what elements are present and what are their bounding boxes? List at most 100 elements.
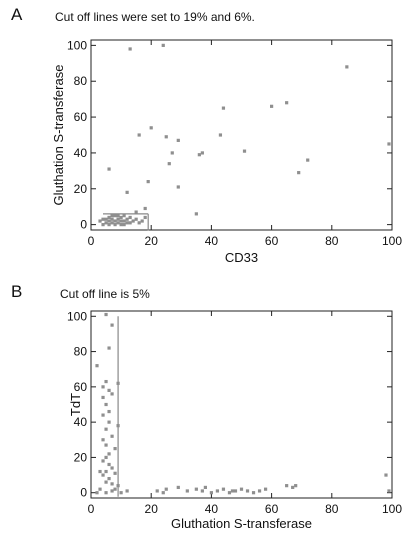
y-tick-label: 60 <box>74 110 88 124</box>
data-point <box>101 385 105 389</box>
data-point <box>113 471 117 475</box>
data-point <box>116 221 120 225</box>
x-tick-label: 100 <box>382 234 402 248</box>
data-point <box>119 491 123 495</box>
y-axis-label: TdT <box>68 393 83 416</box>
data-point <box>119 215 123 220</box>
data-point <box>104 221 108 225</box>
data-point <box>306 158 310 162</box>
data-point <box>113 223 117 227</box>
y-axis-label: Gluthation S-transferase <box>51 65 66 206</box>
data-point <box>107 167 111 171</box>
data-point <box>291 485 295 490</box>
data-point <box>107 420 111 424</box>
data-point <box>194 487 198 491</box>
y-tick-label: 100 <box>67 309 87 323</box>
data-point <box>345 65 349 69</box>
data-point <box>107 409 111 414</box>
data-point <box>137 221 141 225</box>
x-tick-label: 20 <box>145 234 159 248</box>
data-point <box>116 484 120 488</box>
data-point <box>113 219 117 223</box>
data-point <box>239 487 244 491</box>
data-point <box>110 392 114 396</box>
data-point <box>170 151 174 155</box>
data-point <box>176 485 180 490</box>
x-tick-label: 60 <box>265 502 279 516</box>
data-point <box>98 219 102 223</box>
data-point <box>116 214 120 218</box>
data-point <box>98 487 102 491</box>
data-point <box>125 221 129 225</box>
data-point <box>107 215 111 220</box>
data-point <box>101 473 105 477</box>
data-point <box>242 149 247 153</box>
data-point <box>110 323 114 327</box>
data-point <box>128 47 132 51</box>
y-tick-label: 80 <box>74 74 88 88</box>
data-point <box>263 487 268 491</box>
y-tick-label: 40 <box>74 146 88 160</box>
x-axis-label: Gluthation S-transferase <box>171 516 312 531</box>
data-point <box>95 364 99 368</box>
data-point <box>164 487 168 491</box>
data-point <box>107 346 111 350</box>
x-tick-label: 40 <box>205 234 219 248</box>
data-point <box>384 473 388 477</box>
panel-caption-b: Cut off line is 5% <box>60 287 150 301</box>
data-point <box>107 452 111 456</box>
plot-frame <box>90 310 393 499</box>
x-tick-label: 20 <box>145 502 159 516</box>
data-point <box>134 217 138 221</box>
data-point <box>110 482 114 486</box>
data-point <box>125 217 129 221</box>
data-point <box>104 469 108 474</box>
data-point <box>203 485 207 490</box>
data-point <box>218 133 223 137</box>
data-point <box>285 101 289 105</box>
data-point <box>110 217 114 221</box>
data-point <box>297 171 301 175</box>
data-point <box>116 217 120 221</box>
data-point <box>101 438 105 442</box>
y-tick-label: 40 <box>74 415 88 429</box>
x-tick-label: 40 <box>205 502 219 516</box>
data-point <box>101 459 105 463</box>
y-tick-label: 0 <box>80 218 87 232</box>
scatter-chart-b: 0 20 40 60 80 100 0 20 40 60 80 100 Gluthation S-tra… <box>67 309 402 531</box>
x-tick-label: 80 <box>325 502 339 516</box>
data-point <box>161 491 165 495</box>
data-point <box>107 219 111 223</box>
y-tick-label: 0 <box>80 486 87 500</box>
data-point <box>167 162 171 166</box>
x-tick-label: 80 <box>325 234 339 248</box>
plot-frame <box>90 39 393 231</box>
data-point <box>200 151 204 155</box>
data-point <box>245 489 250 493</box>
data-point <box>104 443 108 447</box>
panel-caption-a: Cut off lines were set to 19% and 6%. <box>55 10 255 24</box>
data-point <box>116 381 120 385</box>
data-point <box>200 489 204 493</box>
data-point <box>134 210 138 214</box>
x-tick-label: 60 <box>265 234 279 248</box>
data-point <box>107 388 111 392</box>
panel-letter-b: B <box>11 282 23 301</box>
data-point <box>155 489 159 493</box>
data-point <box>119 223 123 227</box>
data-point <box>270 104 274 108</box>
data-point <box>128 215 132 220</box>
data-point <box>164 135 168 139</box>
data-point <box>197 153 201 157</box>
data-point <box>257 489 262 493</box>
y-tick-label: 20 <box>74 182 88 196</box>
data-point <box>98 469 102 474</box>
data-point <box>143 215 147 220</box>
data-point <box>233 489 238 493</box>
data-point <box>176 185 180 189</box>
data-point <box>107 462 111 467</box>
data-point <box>122 219 126 223</box>
data-point <box>104 402 108 407</box>
data-point <box>230 489 235 493</box>
